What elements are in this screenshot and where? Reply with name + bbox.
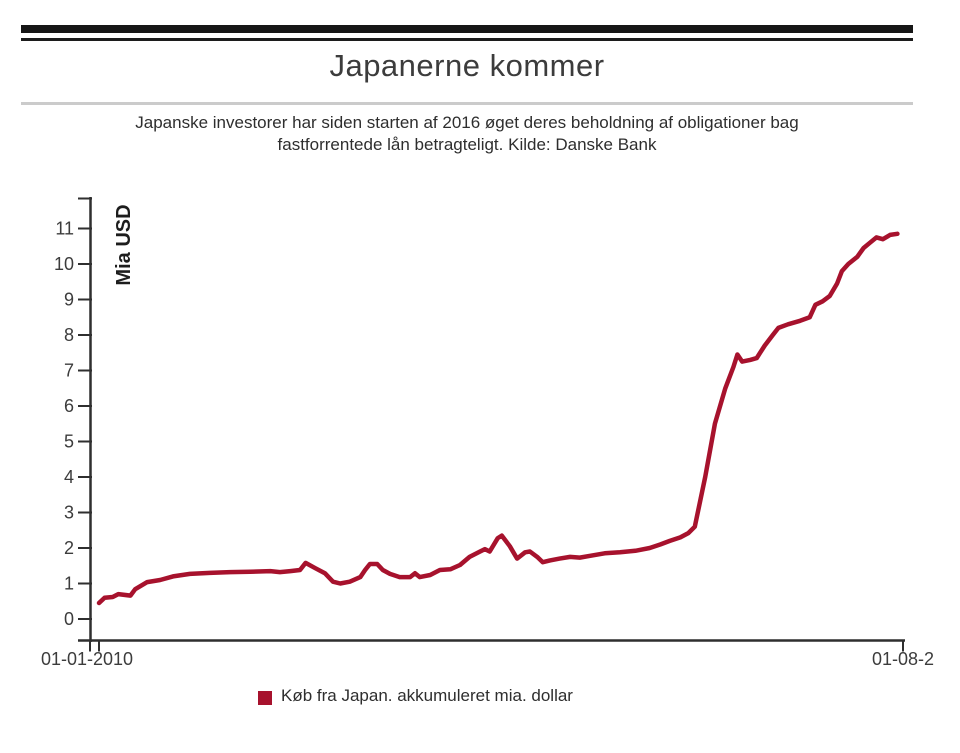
y-tick-label: 6 (64, 396, 74, 416)
page-title: Japanerne kommer (329, 48, 605, 83)
legend-label: Køb fra Japan. akkumuleret mia. dollar (281, 686, 573, 705)
chart-subtitle: Japanske investorer har siden starten af… (21, 112, 913, 156)
chart-subtitle-line-1: Japanske investorer har siden starten af… (135, 113, 799, 132)
y-tick-label: 0 (64, 609, 74, 629)
chart-subtitle-line-2: fastforrentede lån betragteligt. Kilde: … (277, 135, 657, 154)
legend-swatch-icon (258, 691, 272, 705)
y-axis-label: Mia USD (113, 204, 135, 286)
x-axis-label-start: 01-01-2010 (40, 649, 134, 669)
y-tick-label: 7 (64, 361, 74, 381)
y-tick-label: 2 (64, 538, 74, 558)
top-accent-bar-thick (21, 25, 913, 33)
y-tick-label: 11 (55, 219, 74, 239)
y-tick-label: 1 (64, 574, 74, 594)
y-tick-label: 4 (64, 467, 74, 487)
y-tick-label: 9 (64, 290, 74, 310)
y-tick-label: 8 (64, 325, 74, 345)
chart-legend: Køb fra Japan. akkumuleret mia. dollar (0, 686, 960, 710)
top-accent-bar-thin (21, 38, 913, 41)
x-axis-label-end: 01-08-2 (872, 649, 935, 669)
data-line (96, 231, 900, 606)
y-tick-label: 5 (64, 432, 74, 452)
y-tick-label: 3 (64, 503, 74, 523)
y-tick-label: 10 (54, 254, 74, 274)
title-divider (21, 102, 913, 105)
